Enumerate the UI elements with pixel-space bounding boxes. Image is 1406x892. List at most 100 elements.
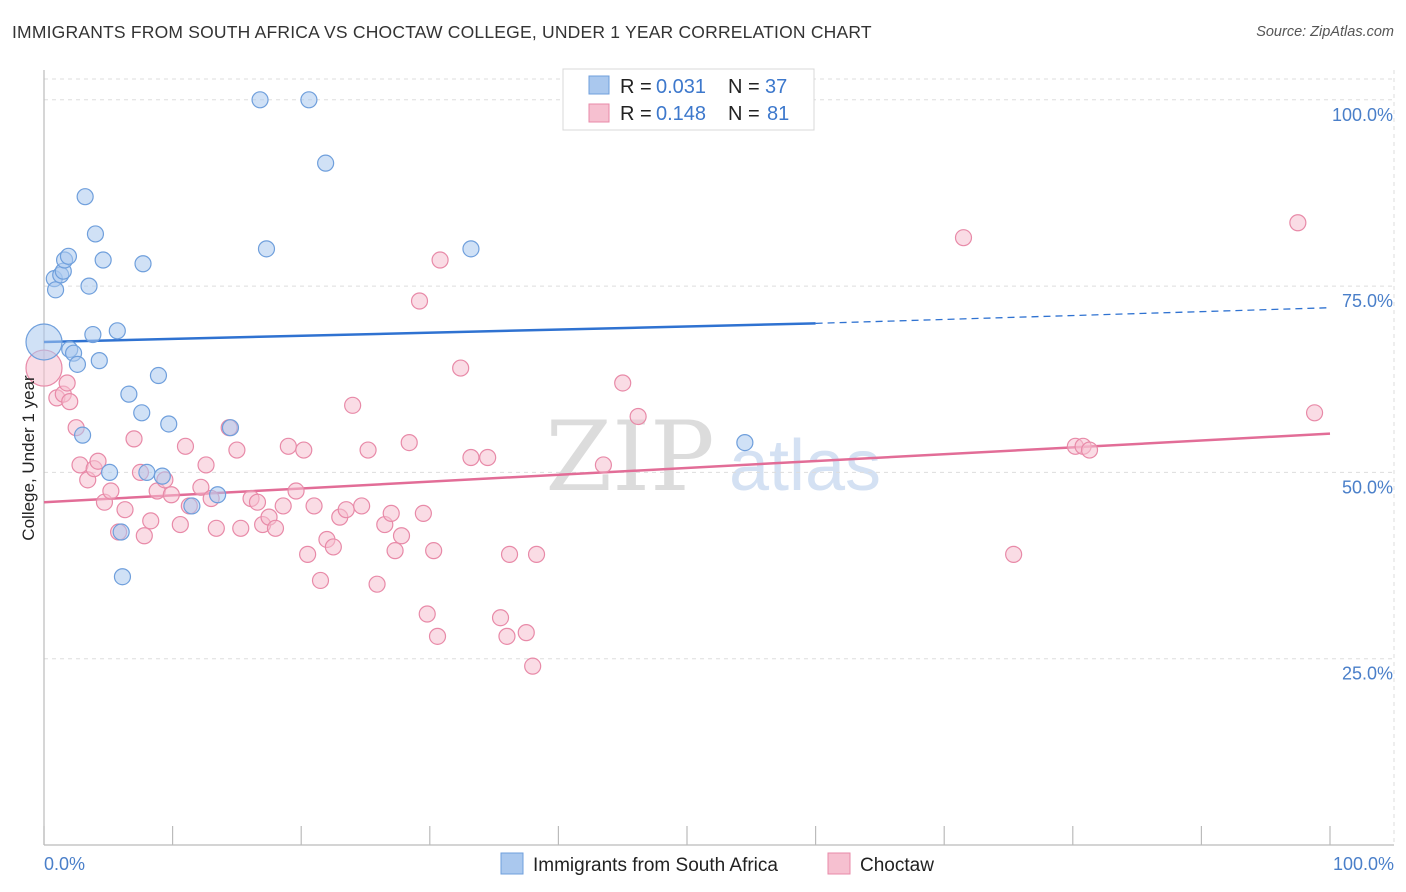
choctaw-point — [594, 456, 613, 474]
south-africa-point — [462, 240, 480, 258]
axes — [43, 70, 1394, 846]
choctaw-point — [452, 359, 470, 377]
y-tick-label: 75.0% — [1342, 291, 1393, 311]
choctaw-point — [305, 497, 323, 515]
south-africa-point — [160, 415, 178, 433]
choctaw-point — [142, 512, 160, 530]
legend-swatch-pink — [588, 103, 610, 123]
legend-r-value-2: 0.148 — [656, 103, 706, 125]
choctaw-point — [207, 519, 225, 537]
choctaw-point — [162, 486, 180, 504]
legend-r-label-2: R = — [620, 103, 652, 125]
legend-n-label-2: N = — [728, 103, 760, 125]
choctaw-point — [311, 571, 330, 590]
choctaw-point — [228, 441, 246, 459]
choctaw-point — [135, 527, 153, 545]
south-africa-point — [86, 225, 105, 243]
choctaw-point — [400, 433, 418, 452]
y-tick-label: 100.0% — [1332, 105, 1393, 125]
choctaw-point — [1289, 214, 1307, 232]
south-africa-point — [73, 426, 92, 444]
south-africa-point — [736, 433, 754, 452]
choctaw-point — [428, 627, 447, 645]
choctaw-point — [614, 374, 632, 392]
choctaw-point — [274, 497, 292, 515]
south-africa-point — [183, 497, 201, 515]
choctaw-point — [324, 538, 342, 556]
south-africa-point — [100, 463, 119, 482]
choctaw-point — [279, 437, 297, 455]
choctaw-point — [500, 545, 519, 563]
south-africa-point — [317, 154, 335, 172]
legend-n-value-1: 37 — [765, 76, 787, 98]
choctaw-point — [125, 430, 143, 448]
south-africa-point — [221, 419, 240, 437]
series-choctaw-points — [25, 214, 1324, 675]
south-africa-point — [113, 568, 132, 586]
choctaw-point — [414, 504, 432, 522]
y-tick-labels: 25.0% 50.0% 75.0% 100.0% — [1332, 105, 1393, 684]
choctaw-point — [1080, 441, 1099, 459]
choctaw-point — [116, 501, 134, 519]
south-africa-point — [133, 404, 151, 422]
legend-n-label-1: N = — [728, 76, 760, 98]
south-africa-point — [153, 467, 171, 485]
choctaw-point — [61, 393, 79, 411]
trend-lines — [43, 307, 1331, 504]
choctaw-point — [102, 482, 120, 500]
legend-r-value-1: 0.031 — [656, 76, 706, 98]
choctaw-point — [382, 504, 400, 522]
watermark-zip: ZIP — [545, 401, 714, 513]
choctaw-point — [295, 441, 313, 459]
bottom-legend-swatch-pink — [827, 852, 851, 875]
choctaw-point — [431, 251, 449, 269]
choctaw-point — [299, 545, 317, 563]
choctaw-point — [197, 456, 215, 474]
y-tick-label: 50.0% — [1342, 477, 1393, 497]
south-africa-point — [251, 91, 269, 109]
choctaw-point — [392, 527, 411, 545]
choctaw-point — [498, 627, 516, 645]
y-axis-label: College, Under 1 year — [19, 375, 38, 541]
legend-swatch-blue — [588, 75, 610, 95]
correlation-legend: R = 0.031 N = 37 R = 0.148 N = 81 — [562, 68, 815, 131]
bottom-legend-label-1: Immigrants from South Africa — [533, 855, 778, 876]
trend-line-choctaw — [43, 432, 1331, 504]
choctaw-point — [287, 482, 305, 500]
choctaw-point — [418, 605, 436, 623]
y-tick-label: 25.0% — [1342, 664, 1393, 684]
south-africa-point — [46, 281, 65, 299]
choctaw-point — [410, 292, 429, 310]
choctaw-point — [524, 657, 542, 675]
choctaw-point — [629, 407, 647, 426]
choctaw-point — [491, 609, 510, 627]
south-africa-point — [120, 385, 138, 403]
south-africa-point — [257, 240, 276, 258]
choctaw-point — [171, 515, 189, 534]
south-africa-point — [138, 463, 156, 482]
choctaw-point — [425, 542, 443, 560]
south-africa-point — [112, 523, 130, 541]
choctaw-point — [527, 545, 546, 563]
choctaw-point — [479, 448, 497, 467]
choctaw-point — [71, 456, 89, 474]
south-africa-point — [94, 251, 112, 269]
choctaw-point — [232, 519, 250, 537]
legend-r-label-1: R = — [620, 76, 652, 98]
series-south-africa-points — [25, 91, 754, 586]
choctaw-point — [176, 437, 195, 455]
choctaw-point — [248, 493, 267, 511]
choctaw-point — [192, 478, 210, 496]
south-africa-point — [76, 188, 94, 206]
choctaw-point — [1005, 545, 1023, 563]
choctaw-point — [386, 542, 404, 560]
south-africa-point — [300, 91, 318, 109]
choctaw-point — [1305, 404, 1324, 422]
choctaw-point — [368, 575, 386, 593]
south-africa-point — [108, 322, 126, 340]
trend-line-south-africa — [43, 322, 816, 344]
x-tick-label-min: 0.0% — [44, 854, 85, 874]
gridlines — [44, 70, 1395, 845]
choctaw-point — [266, 519, 285, 537]
